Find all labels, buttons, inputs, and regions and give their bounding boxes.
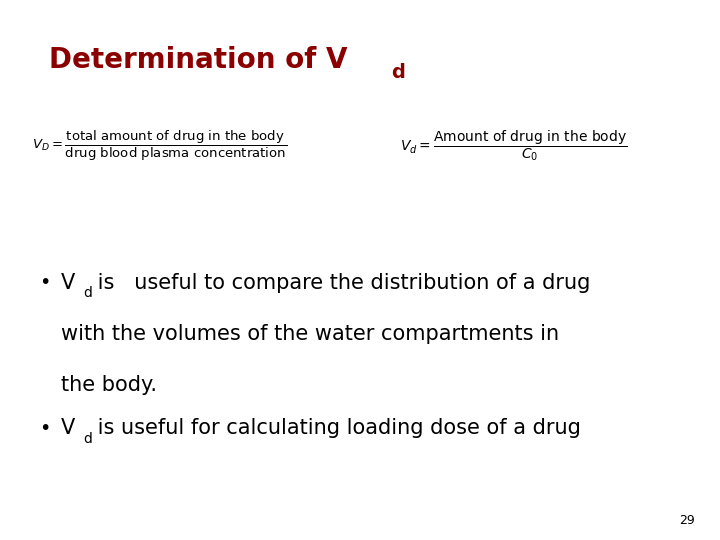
- Text: V: V: [61, 418, 76, 438]
- Text: •: •: [40, 273, 51, 292]
- Text: $V_D = \dfrac{\mathrm{total\ amount\ of\ drug\ in\ the\ body}}{\mathrm{drug\ blo: $V_D = \dfrac{\mathrm{total\ amount\ of\…: [32, 129, 287, 163]
- Text: $V_d = \dfrac{\mathrm{Amount\ of\ drug\ in\ the\ body}}{C_0}$: $V_d = \dfrac{\mathrm{Amount\ of\ drug\ …: [400, 129, 627, 163]
- Text: is useful for calculating loading dose of a drug: is useful for calculating loading dose o…: [91, 418, 581, 438]
- Text: Determination of V: Determination of V: [49, 45, 348, 73]
- Text: 29: 29: [679, 514, 695, 526]
- Text: is   useful to compare the distribution of a drug: is useful to compare the distribution of…: [91, 273, 591, 293]
- Text: d: d: [391, 63, 405, 82]
- Text: with the volumes of the water compartments in: with the volumes of the water compartmen…: [61, 324, 559, 344]
- Text: the body.: the body.: [61, 375, 157, 395]
- Text: •: •: [40, 418, 51, 437]
- Text: d: d: [83, 432, 91, 446]
- Text: d: d: [83, 286, 91, 300]
- Text: V: V: [61, 273, 76, 293]
